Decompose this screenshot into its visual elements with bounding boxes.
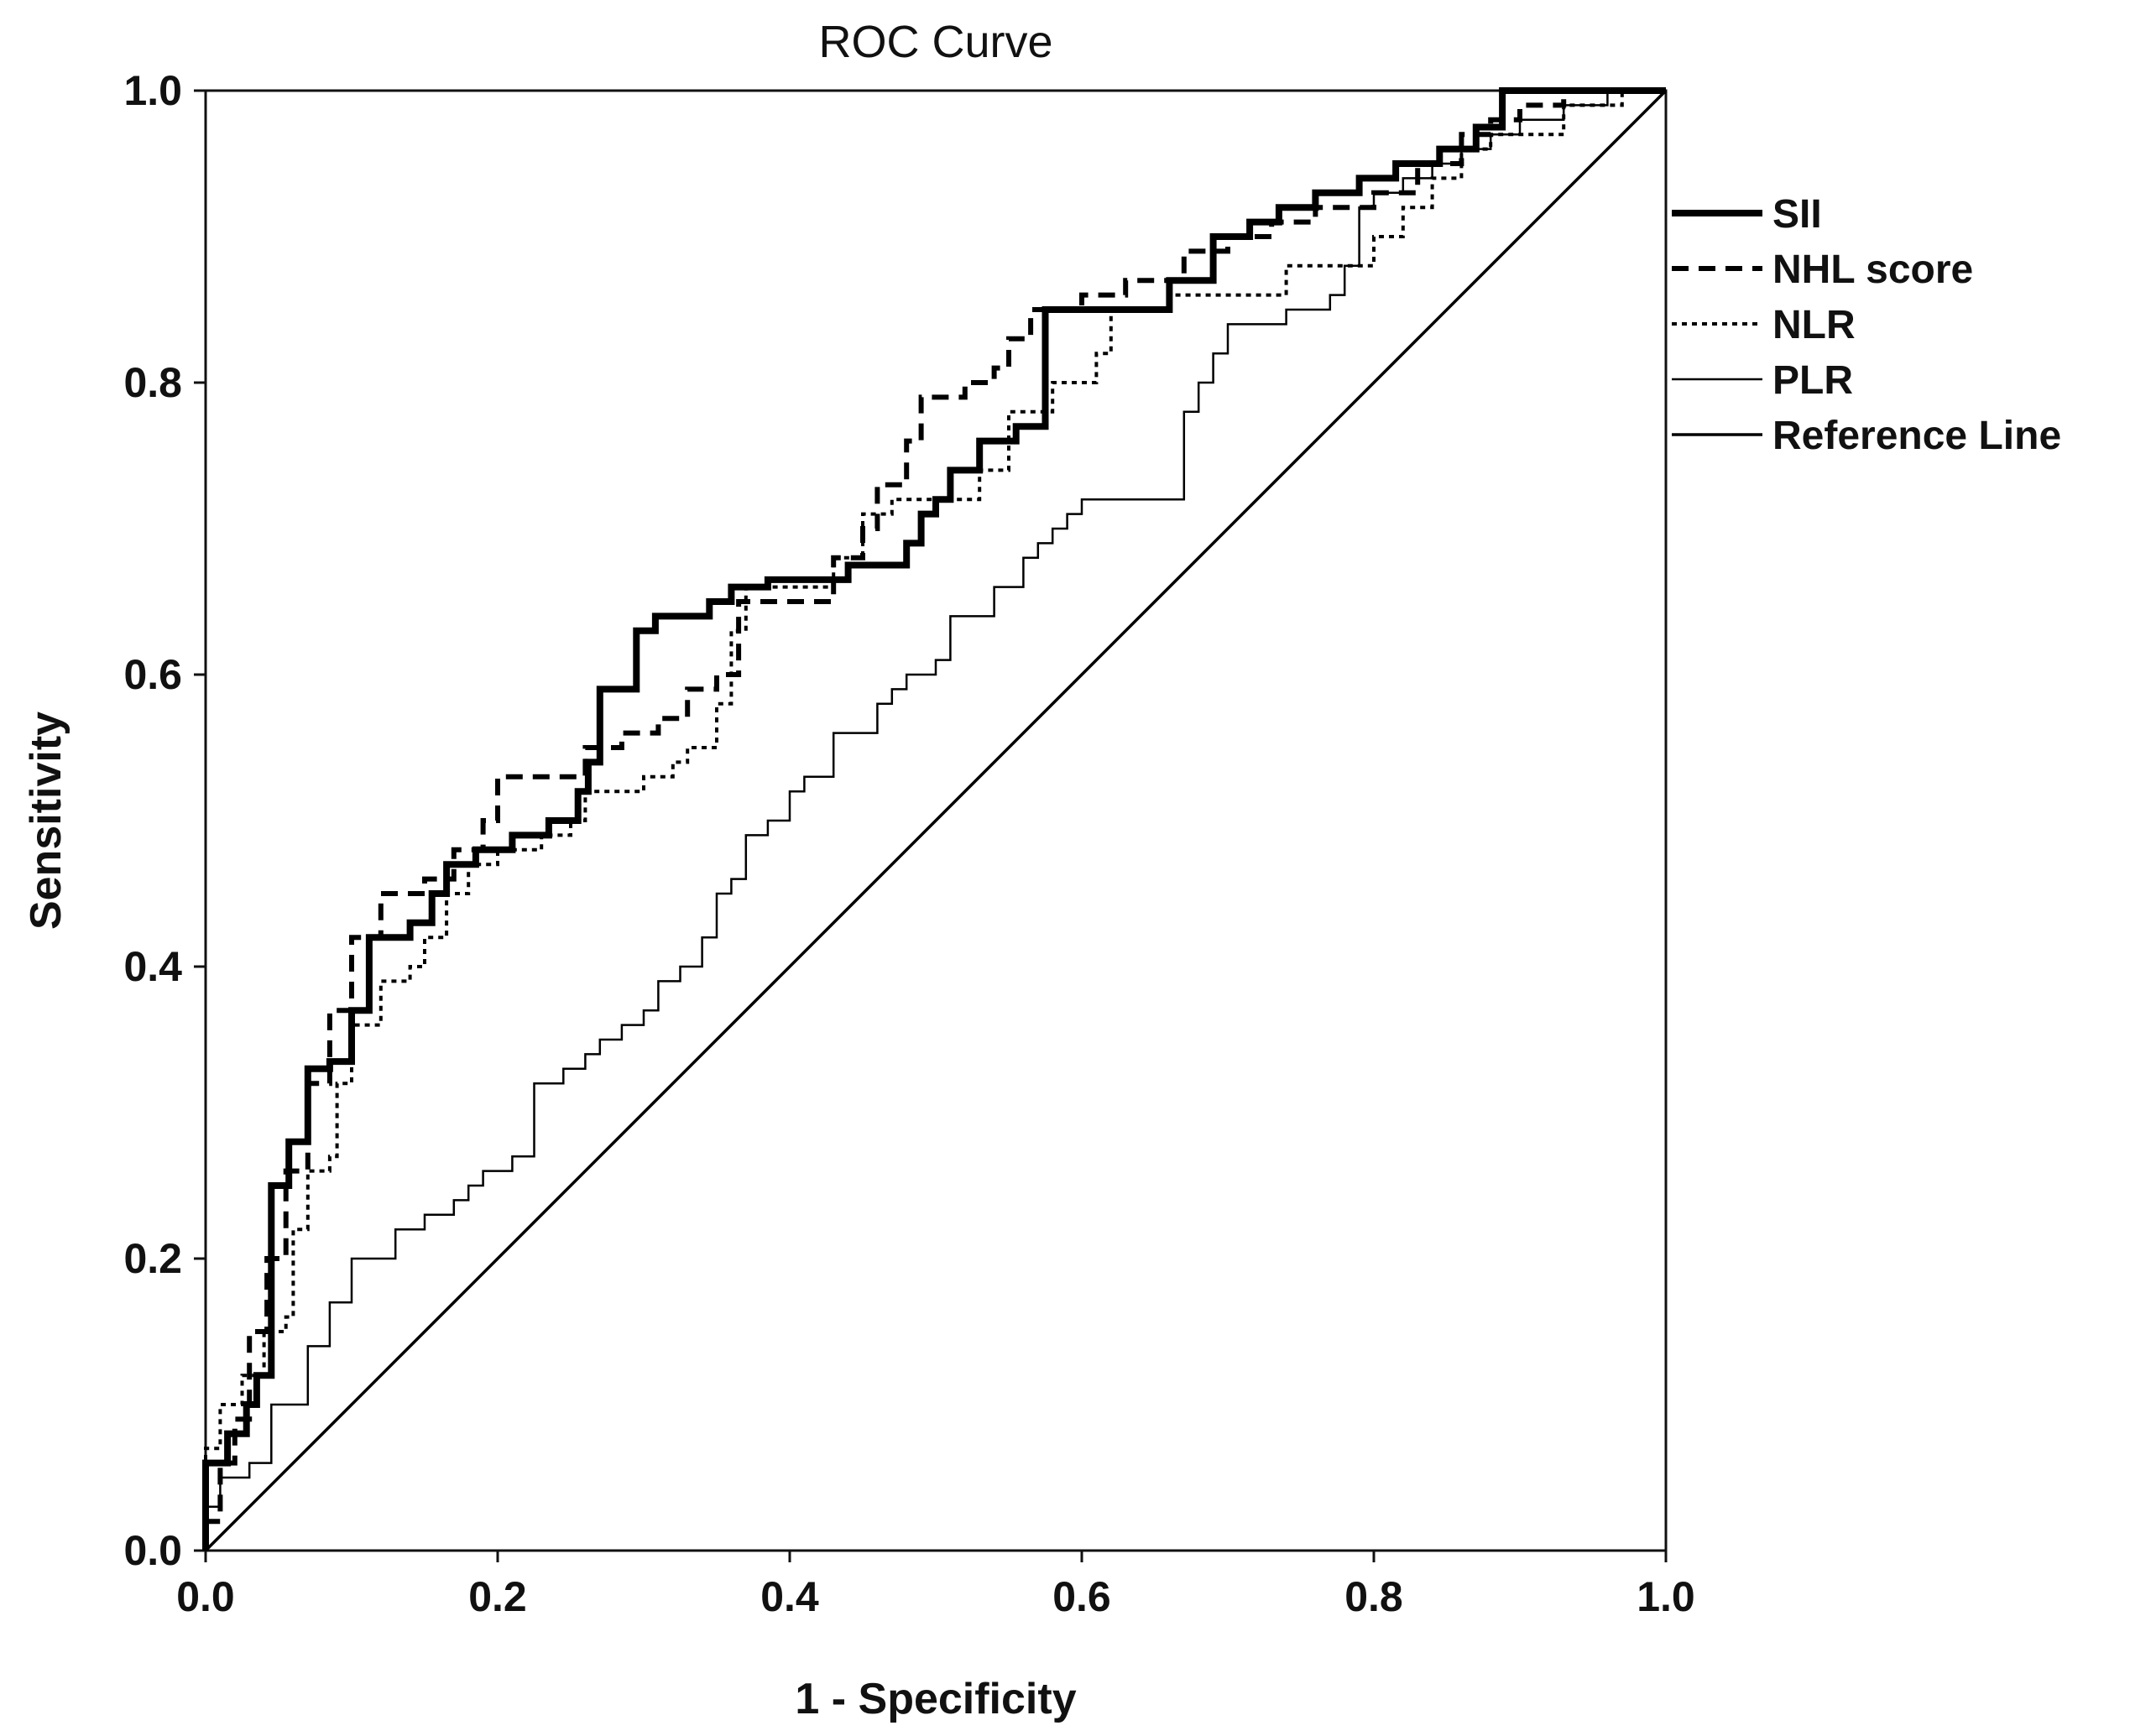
legend-label-nhl-score: NHL score [1772,248,1973,292]
legend-label-sii: SII [1772,192,1822,237]
series-line-reference-line [204,89,1668,1552]
y-tick-label: 0.0 [123,1527,182,1574]
axis-ticks: 0.0 0.2 0.4 0.6 0.8 1.0 0.0 0.2 0.4 0.6 0.8 1.0 [123,67,1694,1620]
y-tick-label: 1.0 [123,67,182,114]
x-tick-label: 0.2 [468,1573,527,1620]
y-tick-label: 0.2 [123,1235,182,1282]
y-tick-label: 0.8 [123,359,182,406]
series-line-sii [202,87,1666,1551]
plot-area-frame [204,89,1668,1552]
series-line-nlr [204,89,1666,1551]
series-group [202,87,1668,1552]
x-tick-label: 0.8 [1344,1573,1403,1620]
x-tick-label: 1.0 [1637,1573,1695,1620]
x-axis-label: 1 - Specificity [795,1675,1076,1723]
series-line-nhl-score [203,88,1666,1551]
legend: SII NHL score NLR PLR Reference Line [1672,192,2061,458]
chart-title: ROC Curve [818,17,1052,67]
legend-label-reference-line: Reference Line [1772,414,2061,458]
legend-label-plr: PLR [1772,358,1853,403]
y-axis-label: Sensitivity [22,712,70,930]
y-tick-label: 0.6 [123,651,182,698]
x-tick-label: 0.4 [760,1573,819,1620]
legend-label-nlr: NLR [1772,303,1856,347]
x-tick-label: 0.0 [176,1573,235,1620]
y-tick-label: 0.4 [123,943,182,990]
x-tick-label: 0.6 [1052,1573,1111,1620]
